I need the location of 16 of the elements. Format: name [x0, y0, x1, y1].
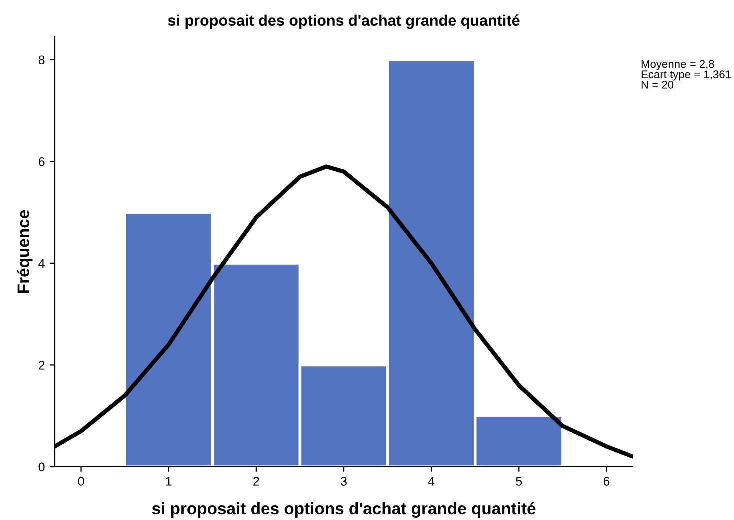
text: Moyenne = 2,8 Ecart type = 1,361 N = 20 — [642, 60, 731, 89]
chart-title: si proposait des options d'achat grande quantité — [168, 14, 520, 30]
x-tick-label: 0 — [78, 477, 84, 486]
x-tick-label: 5 — [516, 477, 522, 486]
x-tick-label: 6 — [604, 477, 610, 486]
x-tick-label: 4 — [428, 477, 435, 486]
y-tick-label: 8 — [38, 56, 45, 65]
y-tick-label: 2 — [38, 361, 45, 370]
y-tick-label: 0 — [38, 462, 45, 472]
x-tick-label: 1 — [166, 477, 172, 486]
y-axis-title: Fréquence — [17, 210, 33, 294]
y-tick-label: 4 — [38, 259, 45, 268]
x-tick-label: 2 — [254, 477, 260, 486]
x-tick-label: 3 — [341, 477, 347, 486]
y-tick-label: 6 — [38, 157, 45, 166]
x-axis-title: si proposait des options d'achat grande quantité — [152, 502, 536, 518]
